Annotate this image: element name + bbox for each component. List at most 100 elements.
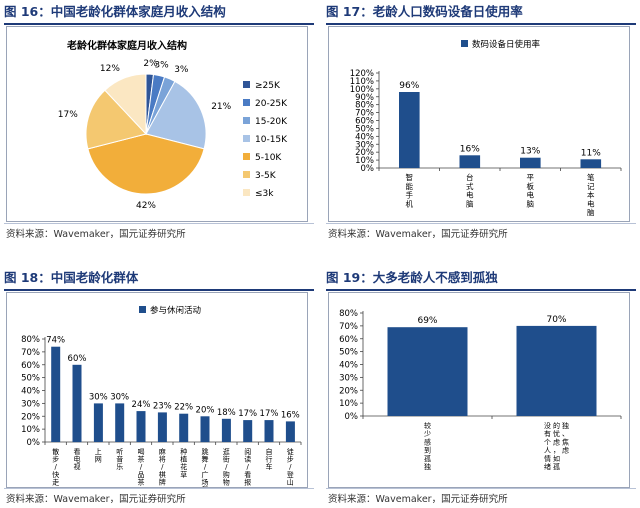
bar-chart: 0%10%20%30%40%50%60%70%80% 74%60%30% 30%24… (6, 292, 308, 488)
x-category-label: 笔记本电脑 (587, 172, 595, 217)
y-tick-label: 0% (345, 412, 359, 422)
y-tick-label: 80% (21, 335, 40, 345)
panel-fig18: 图 18：中国老龄化群体 0% 10% 20% 30% 40% 50% 60% 70% 80% 7… (4, 270, 314, 506)
title-rule (4, 289, 314, 291)
legend-label: 参与休闲活动 (150, 305, 202, 316)
x-category-label: 平板电脑 (527, 173, 535, 208)
y-tick-label: 0% (361, 164, 375, 174)
y-tick-label: 30% (355, 140, 374, 150)
y-tick-label: 30% (21, 399, 40, 409)
source-rule (326, 488, 636, 489)
legend-swatch (243, 171, 250, 178)
y-tick-label: 10% (339, 399, 358, 409)
x-category-label: 散步/快走 (52, 447, 59, 486)
y-tick-label: 0% (27, 438, 41, 448)
bar-chart: 0%10%20%30%40%50%60%70%80%90%100%110%120… (328, 26, 630, 222)
bar (399, 92, 420, 168)
pie-value-label: 17% (58, 110, 78, 120)
x-category-label: 较少感到孤独 (424, 421, 431, 471)
bar (520, 157, 541, 168)
y-tick-label: 80% (355, 101, 374, 111)
title-rule (326, 289, 636, 291)
bar (387, 327, 468, 416)
y-tick-label: 70% (339, 322, 358, 332)
x-category-label: 自行车 (266, 447, 273, 471)
chart-title: 老龄化群体家庭月收入结构 (66, 39, 187, 52)
x-category-label: 徒步/登山 (287, 447, 294, 486)
data-label: 24% (132, 400, 151, 410)
bar (516, 325, 597, 416)
source-note: 资料来源：Wavemaker，国元证券研究所 (6, 494, 186, 505)
legend-swatch (243, 117, 250, 124)
x-category-label: 种植花草 (180, 447, 187, 479)
x-category-label: 听音乐 (116, 447, 123, 471)
legend-swatch (461, 40, 468, 47)
bar (179, 413, 189, 442)
data-label: 13% (520, 147, 540, 157)
x-category-label: 智能手机 (406, 172, 414, 208)
y-tick-label: 30% (339, 373, 358, 383)
source-note: 资料来源：Wavemaker，国元证券研究所 (6, 229, 186, 240)
y-tick-label: 10% (355, 156, 374, 166)
title-rule (326, 23, 636, 25)
legend-label: 3-5K (255, 171, 277, 181)
x-category-label: 台式电脑 (466, 172, 474, 208)
panel-fig17: 图 17：老龄人口数码设备日使用率 0% 10% 20% 30% 40% 50% 60% 70… (326, 4, 636, 240)
legend-swatch (139, 306, 146, 313)
figure-title: 图 18：中国老龄化群体 (4, 270, 139, 285)
pie-slice (145, 80, 207, 150)
data-label: 96% (399, 81, 419, 91)
legend-label: 10-15K (255, 135, 288, 145)
data-label: 17% (260, 409, 279, 419)
bar (285, 421, 295, 442)
bar (459, 155, 481, 168)
data-label: 18% (217, 408, 236, 418)
y-tick-label: 60% (339, 335, 358, 345)
data-label: 60% (68, 354, 87, 364)
pie-slice (104, 73, 147, 136)
data-label: 30% (110, 392, 129, 402)
data-label: 16% (281, 410, 300, 420)
x-category-label: 没有个人情绪的忧虑，如孤独、焦虑 (544, 421, 569, 471)
pie-value-label: 3% (154, 61, 169, 71)
data-label: 20% (196, 405, 215, 415)
bar (115, 403, 125, 442)
y-tick-label: 70% (21, 348, 40, 358)
x-category-label: 阅读/看报 (244, 448, 251, 486)
panel-fig16: 图 16：中国老龄化群体家庭月收入结构 老龄化群体家庭月收入结构 2% 3% 3% 21… (4, 4, 314, 240)
data-label: 30% (89, 392, 108, 402)
x-category-label: 看电视 (74, 448, 81, 471)
y-tick-label: 40% (339, 361, 358, 371)
pie-value-label: 12% (100, 64, 120, 74)
data-label: 16% (460, 144, 480, 154)
data-label: 74% (46, 336, 65, 346)
y-tick-label: 20% (355, 148, 374, 158)
y-tick-label: 40% (21, 387, 40, 397)
panel-fig19: 图 19：大多老龄人不感到孤独 0% 10% 20% 30% 40% 50% 60% 70% 8… (326, 270, 636, 506)
y-tick-label: 90% (355, 93, 374, 103)
data-label: 17% (238, 409, 257, 419)
x-category-label: 上网 (95, 447, 102, 464)
y-tick-label: 10% (21, 425, 40, 435)
legend-swatch (243, 81, 250, 88)
bar (221, 418, 231, 442)
x-category-label: 逛街/购物 (223, 447, 230, 486)
x-category-label: 跳舞/广场舞 (202, 447, 209, 488)
figure-title: 图 17：老龄人口数码设备日使用率 (326, 4, 523, 19)
y-tick-label: 20% (21, 412, 40, 422)
legend-label: 15-20K (255, 117, 288, 127)
y-tick-label: 40% (355, 132, 374, 142)
legend-swatch (243, 135, 250, 142)
source-rule (326, 223, 636, 224)
y-tick-label: 100% (350, 85, 374, 95)
bar-chart: 0% 10% 20% 30% 40% 50% 60% 70% 80% 69% 70% 较少感到孤独 没有… (328, 292, 630, 488)
bar (200, 416, 210, 443)
bar (51, 346, 61, 442)
x-category-label: 喝茶/品茶 (138, 448, 145, 486)
data-label: 23% (153, 401, 172, 411)
y-tick-label: 20% (339, 386, 358, 396)
figure-title: 图 16：中国老龄化群体家庭月收入结构 (4, 4, 226, 19)
data-label: 22% (174, 403, 193, 413)
data-label: 70% (546, 315, 566, 325)
